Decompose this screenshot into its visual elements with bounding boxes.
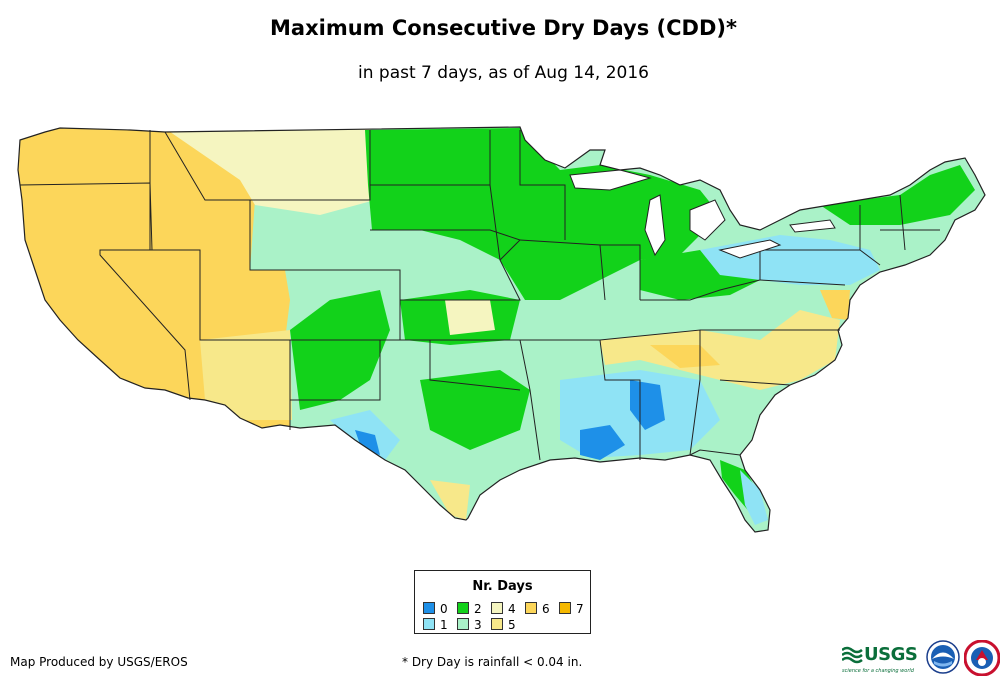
agency-logos: USGS science for a changing world xyxy=(842,638,1002,680)
legend-swatch-6 xyxy=(525,602,537,614)
region-louisiana-0days xyxy=(580,425,625,460)
legend-label-3: 3 xyxy=(474,618,482,632)
legend-swatch-5 xyxy=(491,618,503,630)
region-southwest-5days xyxy=(200,330,292,420)
legend-swatch-0 xyxy=(423,602,435,614)
lake-erie xyxy=(718,239,782,259)
legend-box: Nr. Days 0 1 2 3 4 5 6 7 xyxy=(414,570,591,634)
legend-item-0: 0 xyxy=(423,602,448,615)
region-southflorida-1day xyxy=(740,470,768,525)
great-lakes xyxy=(569,169,836,259)
lake-michigan xyxy=(644,194,666,257)
legend-swatch-3 xyxy=(457,618,469,630)
usgs-wordmark: USGS xyxy=(864,644,918,665)
legend-title: Nr. Days xyxy=(472,579,533,594)
boundary-idaho-nevada xyxy=(149,130,290,341)
footnote-text: * Dry Day is rainfall < 0.04 in. xyxy=(402,655,583,669)
legend-label-0: 0 xyxy=(440,602,448,616)
cdd-fill-layer xyxy=(18,127,985,532)
boundary-wyoming-montana xyxy=(250,130,371,201)
lake-ontario xyxy=(789,219,836,233)
legend-item-7: 7 xyxy=(559,602,584,615)
region-alabama-0days xyxy=(630,380,665,430)
boundary-oklahoma-texas xyxy=(400,339,541,461)
region-northcentral-2days xyxy=(365,128,720,300)
legend-label-1: 1 xyxy=(440,618,448,632)
region-newengland-2days xyxy=(820,165,975,225)
boundary-mountain xyxy=(164,131,401,430)
lake-huron xyxy=(689,199,726,241)
region-texas-2days xyxy=(420,370,530,450)
legend-item-1: 1 xyxy=(423,618,448,631)
region-delmarva-6days xyxy=(820,290,850,320)
legend-label-7: 7 xyxy=(576,602,584,616)
legend-label-4: 4 xyxy=(508,602,516,616)
usgs-tagline: science for a changing world xyxy=(842,668,914,674)
boundary-midwest xyxy=(489,184,641,301)
legend-swatch-2 xyxy=(457,602,469,614)
region-newmexico-2days xyxy=(290,290,390,410)
region-tennessee-6days xyxy=(650,345,720,368)
legend-item-2: 2 xyxy=(457,602,482,615)
boundary-south-central xyxy=(520,329,701,460)
boundary-nebraska xyxy=(370,229,521,301)
boundary-new-england xyxy=(859,194,940,251)
credit-text: Map Produced by USGS/EROS xyxy=(10,655,188,669)
region-montana-4days xyxy=(160,127,375,215)
region-kansas-4days xyxy=(445,300,495,335)
state-boundaries xyxy=(19,130,940,461)
legend-item-6: 6 xyxy=(525,602,550,615)
boundary-texas-north xyxy=(289,339,521,430)
map-title: Maximum Consecutive Dry Days (CDD)* xyxy=(270,16,737,40)
legend-label-6: 6 xyxy=(542,602,550,616)
boundary-east-central xyxy=(640,250,840,331)
region-southtexas-5days xyxy=(430,480,470,520)
nws-logo-icon xyxy=(964,640,1000,676)
legend-swatch-4 xyxy=(491,602,503,614)
usgs-wave-icon xyxy=(842,646,863,664)
legend-item-3: 3 xyxy=(457,618,482,631)
legend-swatch-7 xyxy=(559,602,571,614)
boundary-minnesota-wisconsin xyxy=(519,130,566,240)
lake-superior xyxy=(569,169,652,191)
usgs-logo: USGS science for a changing world xyxy=(842,642,920,674)
noaa-logo-icon xyxy=(926,640,960,674)
legend-swatch-1 xyxy=(423,618,435,630)
legend-label-5: 5 xyxy=(508,618,516,632)
region-texas-0days xyxy=(355,430,380,455)
map-subtitle: in past 7 days, as of Aug 14, 2016 xyxy=(358,63,649,83)
legend-item-4: 4 xyxy=(491,602,516,615)
legend-item-5: 5 xyxy=(491,618,516,631)
boundary-southeast xyxy=(689,379,791,456)
legend-label-2: 2 xyxy=(474,602,482,616)
